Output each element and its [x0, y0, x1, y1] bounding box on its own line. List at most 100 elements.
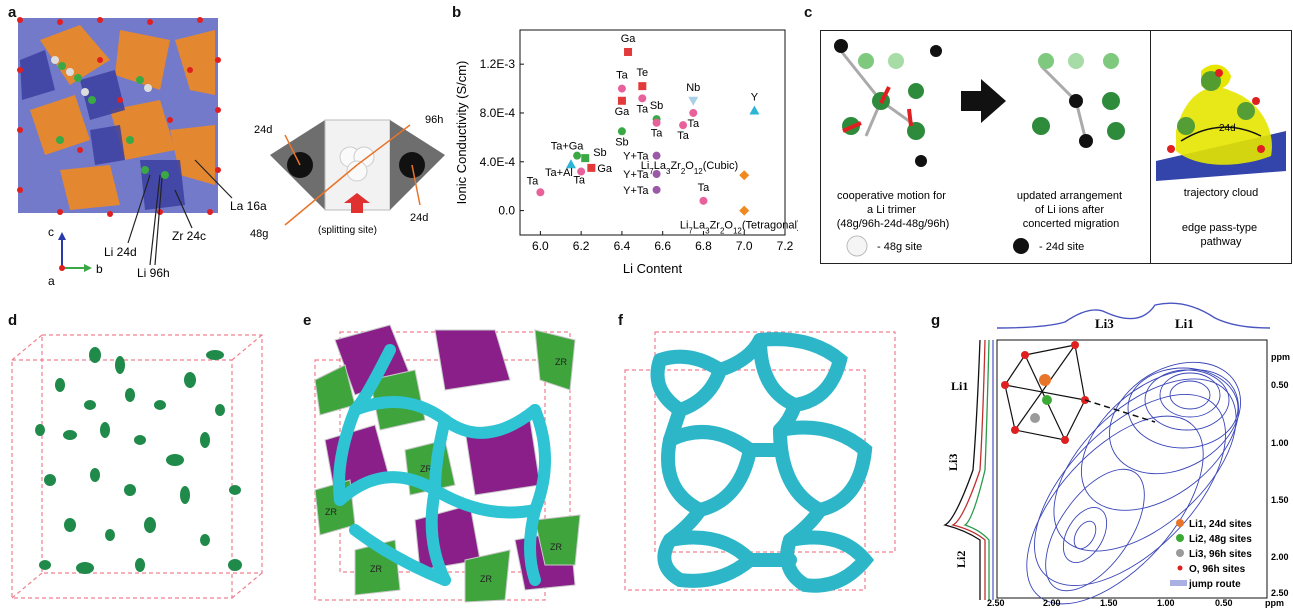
- point-label: Ta+Al: [545, 167, 573, 179]
- x-tick-label: 7.0: [736, 239, 753, 253]
- left-projection-red: [951, 339, 986, 600]
- caption1-line1: cooperative motion for: [837, 190, 946, 202]
- splitting-site-diagram: 24d 96h 24d 48g (splitting site): [250, 114, 445, 240]
- x-tick-label: 7.2: [777, 239, 794, 253]
- axes-triad: c a b: [48, 225, 103, 288]
- point-label: Ta: [687, 118, 700, 130]
- panel-a-label: a: [8, 4, 17, 21]
- li-chain: [51, 56, 169, 179]
- point-label: Ta: [616, 70, 629, 82]
- point-label: Ta: [651, 128, 664, 140]
- svg-text:ppm: ppm: [1265, 598, 1284, 608]
- point-label: Ta: [527, 175, 540, 187]
- point-label: Y+Ta: [623, 151, 649, 163]
- point-label: Ga: [597, 163, 613, 175]
- migration-box: cooperative motion for a Li trimer (48g/…: [820, 30, 1152, 264]
- ppm-top: ppm: [1271, 352, 1290, 362]
- panel-f: f: [610, 310, 910, 608]
- orange-polyhedra: [30, 25, 215, 210]
- data-point: [536, 188, 545, 197]
- svg-text:ZR: ZR: [480, 574, 492, 584]
- svg-text:0.50: 0.50: [1271, 380, 1289, 390]
- li-pathway-e: [333, 344, 551, 586]
- svg-text:0.50: 0.50: [1215, 598, 1233, 608]
- data-point: [652, 151, 661, 160]
- panel-b: b 6.0 6.2 6.4 6.6 6.8 7.0 7.2 0.0 4.0E-4 8.0E-4 1.…: [448, 0, 801, 290]
- data-point: [739, 205, 750, 216]
- left-label-li2: Li2: [954, 551, 968, 568]
- legend-li2: Li2, 48g sites: [1189, 534, 1252, 545]
- splitting-site-inset: 24d 96h 24d 48g (splitting site): [240, 95, 455, 245]
- contour-lines: [1026, 361, 1242, 605]
- green-polyhedra: [314, 329, 581, 603]
- left-projection-black: [943, 339, 981, 600]
- data-point: [573, 151, 582, 160]
- arrow-right: [961, 79, 1006, 123]
- trajectory-box: 24d trajectory cloud edge pass-type path…: [1150, 30, 1292, 264]
- panel-e-label: e: [303, 312, 312, 329]
- caption-trajectory-cloud: trajectory cloud: [1184, 187, 1259, 199]
- nmr-2d-exchange-spectrum: Li3 Li1 Li1 Li3 Li2: [943, 302, 1290, 608]
- trimer-before: [834, 39, 942, 167]
- svg-text:ZR: ZR: [370, 564, 382, 574]
- li-density-isosurface: [11, 334, 263, 599]
- point-label: Sb: [593, 147, 606, 159]
- inset-splitting-site: (splitting site): [318, 225, 377, 236]
- blue-polyhedra: [20, 50, 185, 210]
- annotation-leaders: [127, 159, 233, 266]
- data-point: [749, 105, 760, 115]
- data-point: [617, 84, 626, 93]
- point-label: Ta: [677, 130, 690, 142]
- point-label: Ta+Ga: [551, 141, 585, 153]
- legend-48g: - 48g site: [877, 241, 922, 253]
- svg-text:2.00: 2.00: [1271, 552, 1289, 562]
- svg-text:2.50: 2.50: [987, 598, 1005, 608]
- x-tick-label: 6.2: [573, 239, 590, 253]
- data-point: [688, 96, 699, 106]
- left-projection-green: [963, 339, 990, 600]
- trajectory-site-label: 24d: [1219, 123, 1236, 134]
- y-axis-label: Ionic Conductivity (S/cm): [454, 61, 469, 205]
- splitting-site-arrow: [344, 193, 370, 213]
- data-point: [689, 108, 698, 117]
- top-label-li3: Li3: [1095, 316, 1114, 331]
- y-tick-label: 1.2E-3: [480, 57, 516, 71]
- legend-o: O, 96h sites: [1189, 564, 1246, 575]
- x-axis-label: Li Content: [623, 261, 683, 276]
- x-tick-label: 6.4: [614, 239, 631, 253]
- legend-24d: - 24d site: [1039, 241, 1084, 253]
- point-label: Te: [636, 67, 648, 79]
- svg-text:ZR: ZR: [420, 464, 432, 474]
- label-la-16a: La 16a: [230, 199, 267, 213]
- x-tick-label: 6.8: [695, 239, 712, 253]
- data-point: [638, 82, 647, 91]
- y-tick-label: 4.0E-4: [480, 155, 516, 169]
- data-point: [581, 154, 590, 163]
- data-point: [638, 94, 647, 103]
- point-label: Ga: [615, 106, 631, 118]
- point-label: Nb: [686, 82, 700, 94]
- axis-c: c: [48, 225, 54, 239]
- y-tick-label: 0.0: [498, 204, 515, 218]
- oxygen-atoms: [17, 17, 221, 217]
- svg-text:1.00: 1.00: [1157, 598, 1175, 608]
- nmr-legend: Li1, 24d sites Li2, 48g sites Li3, 96h s…: [1170, 519, 1252, 590]
- panel-g: g Li3 Li1 Li1 Li3 Li2: [925, 300, 1293, 608]
- data-point: [577, 167, 586, 176]
- svg-text:ZR: ZR: [550, 542, 562, 552]
- data-point: [565, 159, 576, 169]
- y-tick-label: 8.0E-4: [480, 106, 516, 120]
- data-point: [617, 96, 626, 105]
- panel-d-label: d: [8, 312, 18, 329]
- data-point: [679, 121, 688, 130]
- panel-a: a: [0, 0, 290, 300]
- legend-li3: Li3, 96h sites: [1189, 549, 1252, 560]
- point-label: Ga: [621, 33, 637, 45]
- top-label-li1: Li1: [1175, 316, 1194, 331]
- point-label: Y+Ta: [623, 169, 649, 181]
- data-point: [617, 127, 626, 136]
- point-label: Ta: [698, 182, 711, 194]
- svg-text:1.50: 1.50: [1100, 598, 1118, 608]
- svg-text:ZR: ZR: [325, 507, 337, 517]
- trajectory-illustration: 24d trajectory cloud edge pass-type path…: [1156, 64, 1286, 248]
